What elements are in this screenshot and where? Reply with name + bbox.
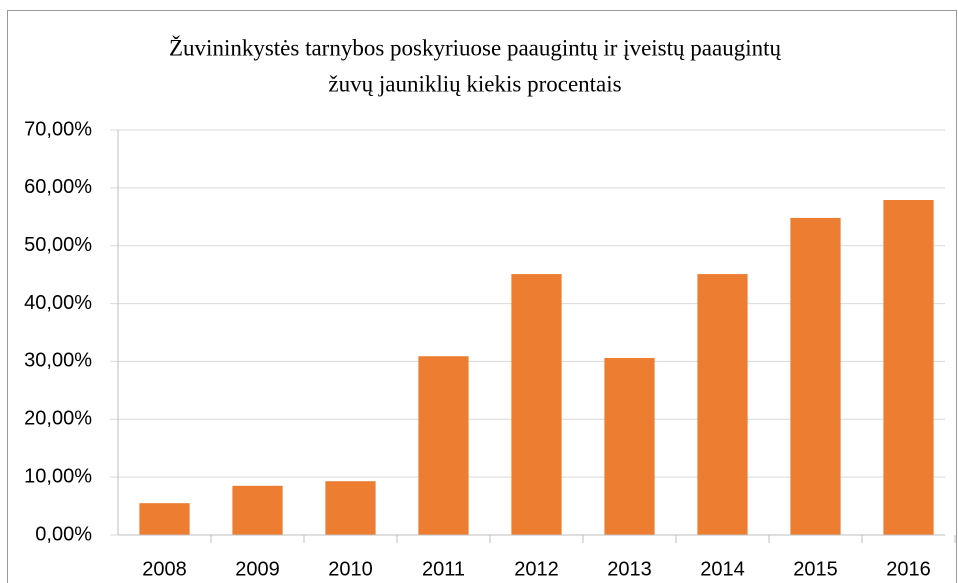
- y-tick-label: 30,00%: [24, 350, 92, 372]
- x-tick-label: 2010: [328, 558, 373, 580]
- bar: [232, 485, 283, 535]
- bar: [325, 481, 376, 535]
- bar: [790, 217, 841, 535]
- bar: [697, 274, 748, 535]
- x-tick-label: 2009: [235, 558, 280, 580]
- bar: [418, 356, 469, 535]
- x-tick-label: 2012: [514, 558, 559, 580]
- y-tick-label: 60,00%: [24, 176, 92, 198]
- x-tick-label: 2008: [142, 558, 187, 580]
- bar: [139, 503, 190, 535]
- chart-border: [7, 10, 957, 583]
- y-tick-label: 10,00%: [24, 465, 92, 487]
- y-tick-label: 0,00%: [35, 523, 92, 545]
- bar: [883, 200, 934, 535]
- chart-title: Žuvininkystės tarnybos poskyriuose paaug…: [169, 35, 781, 60]
- y-tick-label: 20,00%: [24, 408, 92, 430]
- x-tick-label: 2015: [793, 558, 838, 580]
- y-tick-label: 70,00%: [24, 118, 92, 140]
- x-tick-label: 2013: [607, 558, 652, 580]
- x-tick-label: 2016: [886, 558, 931, 580]
- bar: [511, 274, 562, 535]
- x-tick-label: 2014: [700, 558, 745, 580]
- x-tick-label: 2011: [422, 558, 465, 580]
- bar: [604, 357, 655, 535]
- y-tick-label: 40,00%: [24, 292, 92, 314]
- chart-title: žuvų jauniklių kiekis procentais: [328, 71, 621, 96]
- y-tick-label: 50,00%: [24, 234, 92, 256]
